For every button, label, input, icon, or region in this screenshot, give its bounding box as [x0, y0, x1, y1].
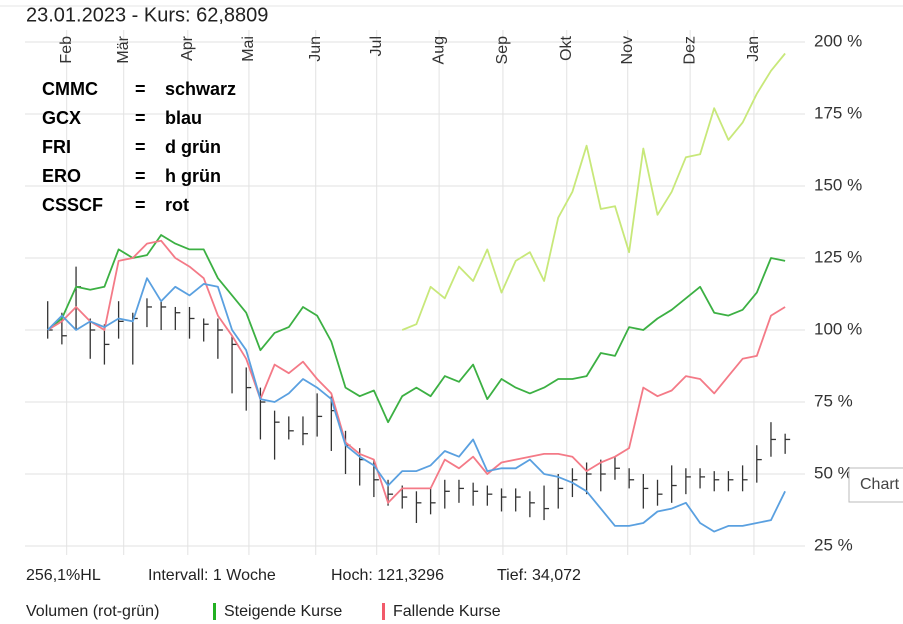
annotation: h grün	[165, 166, 221, 186]
annotation: =	[135, 79, 146, 99]
y-tick-label: 75 %	[814, 391, 853, 410]
y-tick-label: 25 %	[814, 536, 853, 555]
x-tick-label: Aug	[430, 36, 447, 64]
x-tick-label: Apr	[179, 35, 196, 61]
series-line	[47, 277, 786, 533]
annotation: =	[135, 166, 146, 186]
y-tick-label: 100 %	[814, 319, 862, 338]
annotation: =	[135, 137, 146, 157]
annotation: CMMC	[42, 79, 98, 99]
stat: Tief: 34,072	[497, 567, 581, 584]
x-tick-label: Dez	[681, 36, 698, 64]
tooltip-box	[848, 467, 903, 503]
tooltip: Chart	[860, 476, 900, 493]
annotation: d grün	[165, 137, 221, 157]
x-tick-label: Feb	[58, 36, 75, 64]
annotation: CSSCF	[42, 195, 103, 215]
annotation: =	[135, 108, 146, 128]
y-tick-label: 175 %	[814, 103, 862, 122]
legend-label: Steigende Kurse	[224, 603, 342, 620]
legend-swatch	[213, 603, 216, 620]
annotation: blau	[165, 108, 202, 128]
stat: Intervall: 1 Woche	[148, 567, 276, 584]
x-tick-label: Mär	[115, 35, 132, 63]
x-tick-label: Jun	[307, 36, 324, 62]
series-line	[401, 52, 786, 331]
legend-label: Fallende Kurse	[393, 603, 501, 620]
annotation: rot	[165, 195, 189, 215]
x-tick-label: Okt	[558, 35, 575, 60]
x-tick-label: Jul	[368, 36, 385, 56]
y-tick-label: 200 %	[814, 31, 862, 50]
x-tick-label: Jan	[745, 36, 762, 62]
legend-title: Volumen (rot-grün)	[26, 603, 159, 620]
annotation: FRI	[42, 137, 71, 157]
stat: 256,1%HL	[26, 567, 101, 584]
x-tick-label: Nov	[619, 36, 636, 64]
y-tick-label: 150 %	[814, 175, 862, 194]
y-tick-label: 50 %	[814, 464, 853, 483]
annotation: ERO	[42, 166, 81, 186]
annotation: GCX	[42, 108, 81, 128]
chart-title: 23.01.2023 - Kurs: 62,8809	[26, 4, 268, 26]
annotation: =	[135, 195, 146, 215]
annotation: schwarz	[165, 79, 236, 99]
stat: Hoch: 121,3296	[331, 567, 444, 584]
legend-swatch	[382, 603, 385, 620]
series-line	[47, 239, 786, 504]
x-tick-label: Sep	[494, 36, 511, 65]
x-tick-label: Mai	[240, 36, 257, 62]
y-tick-label: 125 %	[814, 247, 862, 266]
series-line	[47, 234, 786, 424]
